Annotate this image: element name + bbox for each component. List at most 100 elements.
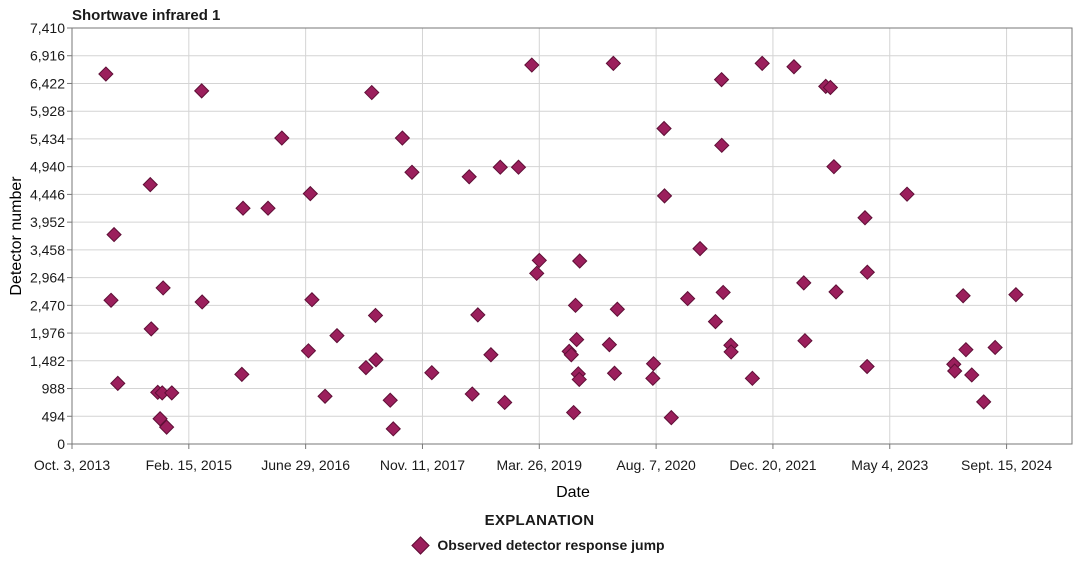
data-point	[142, 176, 158, 193]
data-point	[382, 392, 398, 408]
x-axis: Oct. 3, 2013 Feb. 15, 2015 June 29, 2016 No…	[34, 444, 1052, 473]
data-point	[723, 344, 739, 360]
data-point	[859, 358, 875, 375]
data-point	[713, 71, 730, 88]
data-point	[565, 404, 582, 421]
data-point	[385, 421, 401, 437]
y-tick-label: 2,964	[30, 270, 65, 286]
data-point	[899, 186, 915, 202]
y-tick-label: 5,434	[30, 131, 65, 147]
y-tick-label: 6,422	[30, 75, 65, 91]
data-point	[235, 200, 251, 216]
data-point	[601, 336, 618, 353]
y-axis-label: Detector number	[8, 176, 25, 296]
data-point	[958, 341, 974, 358]
data-point	[152, 411, 168, 427]
y-tick-label: 494	[42, 408, 66, 424]
data-point	[744, 370, 761, 387]
data-point	[955, 288, 971, 304]
y-tick-label: 1,482	[30, 353, 65, 369]
data-point	[194, 294, 210, 310]
y-tick-label: 3,952	[30, 214, 65, 230]
data-point	[510, 159, 527, 175]
data-point	[947, 363, 963, 379]
data-point	[424, 364, 440, 381]
data-point	[143, 321, 159, 337]
data-point	[304, 292, 320, 308]
data-point	[317, 388, 333, 404]
x-tick-label: Nov. 11, 2017	[380, 457, 465, 473]
data-point	[609, 301, 626, 317]
data-point	[1008, 286, 1024, 303]
data-point	[828, 284, 844, 300]
y-tick-label: 4,446	[30, 186, 65, 202]
data-point	[826, 158, 842, 175]
data-point	[193, 83, 210, 99]
x-tick-label: Mar. 26, 2019	[496, 457, 582, 473]
gridlines	[72, 28, 1072, 444]
data-point	[714, 137, 730, 154]
data-point	[300, 343, 317, 359]
diamond-marker-icon	[411, 535, 431, 555]
data-point	[987, 339, 1003, 356]
data-point	[715, 284, 731, 301]
data-point	[155, 280, 171, 296]
data-point	[497, 394, 513, 411]
data-point	[572, 253, 588, 269]
legend-heading: EXPLANATION	[484, 512, 595, 529]
x-tick-label: Sept. 15, 2024	[961, 457, 1052, 473]
data-point	[106, 226, 122, 243]
x-tick-label: Oct. 3, 2013	[34, 457, 110, 473]
data-point	[857, 210, 873, 226]
data-series-points	[98, 55, 1024, 437]
data-point	[754, 55, 770, 72]
data-point	[571, 371, 587, 388]
data-point	[98, 66, 114, 82]
data-point	[164, 385, 180, 401]
legend-entry: Observed detector response jump	[0, 535, 1079, 555]
data-point	[358, 359, 374, 376]
plot-frame	[71, 27, 1073, 445]
data-point	[707, 313, 724, 330]
y-tick-label: 5,928	[30, 103, 65, 119]
data-point	[964, 367, 980, 383]
data-point	[274, 130, 290, 146]
data-point	[656, 188, 673, 204]
y-axis: 0 494 988 1,482 1,976 2,470 2,964 3,458 3,952 4,4…	[30, 20, 72, 452]
data-point	[679, 290, 696, 307]
data-point	[531, 252, 547, 269]
data-point	[110, 375, 126, 392]
data-point	[367, 307, 384, 324]
y-tick-label: 988	[42, 381, 66, 397]
data-point	[692, 240, 708, 257]
data-point	[302, 185, 319, 202]
data-point	[975, 394, 992, 410]
x-tick-label: Aug. 7, 2020	[616, 457, 696, 473]
data-point	[529, 265, 545, 282]
data-point	[796, 275, 812, 291]
y-tick-label: 6,916	[30, 48, 65, 64]
x-tick-label: Dec. 20, 2021	[729, 457, 816, 473]
data-point	[364, 84, 380, 101]
data-point	[786, 59, 802, 75]
data-point	[158, 419, 175, 435]
scatter-chart: Shortwave infrared 1 0 494 988 1,482 1,976 2,…	[8, 7, 1073, 501]
x-tick-label: June 29, 2016	[261, 457, 350, 473]
data-point	[492, 159, 508, 175]
y-tick-label: 7,410	[30, 20, 65, 36]
legend-label: Observed detector response jump	[437, 537, 665, 553]
data-point	[234, 366, 250, 383]
data-point	[645, 370, 661, 387]
y-tick-label: 3,458	[30, 242, 65, 258]
x-tick-label: Feb. 15, 2015	[146, 457, 233, 473]
data-point	[483, 347, 499, 363]
data-point	[368, 352, 384, 368]
data-point	[461, 169, 477, 185]
data-point	[645, 356, 662, 372]
data-point	[663, 409, 680, 426]
data-point	[524, 57, 540, 73]
data-point	[394, 130, 411, 146]
data-point	[605, 55, 622, 72]
data-point	[329, 327, 345, 344]
